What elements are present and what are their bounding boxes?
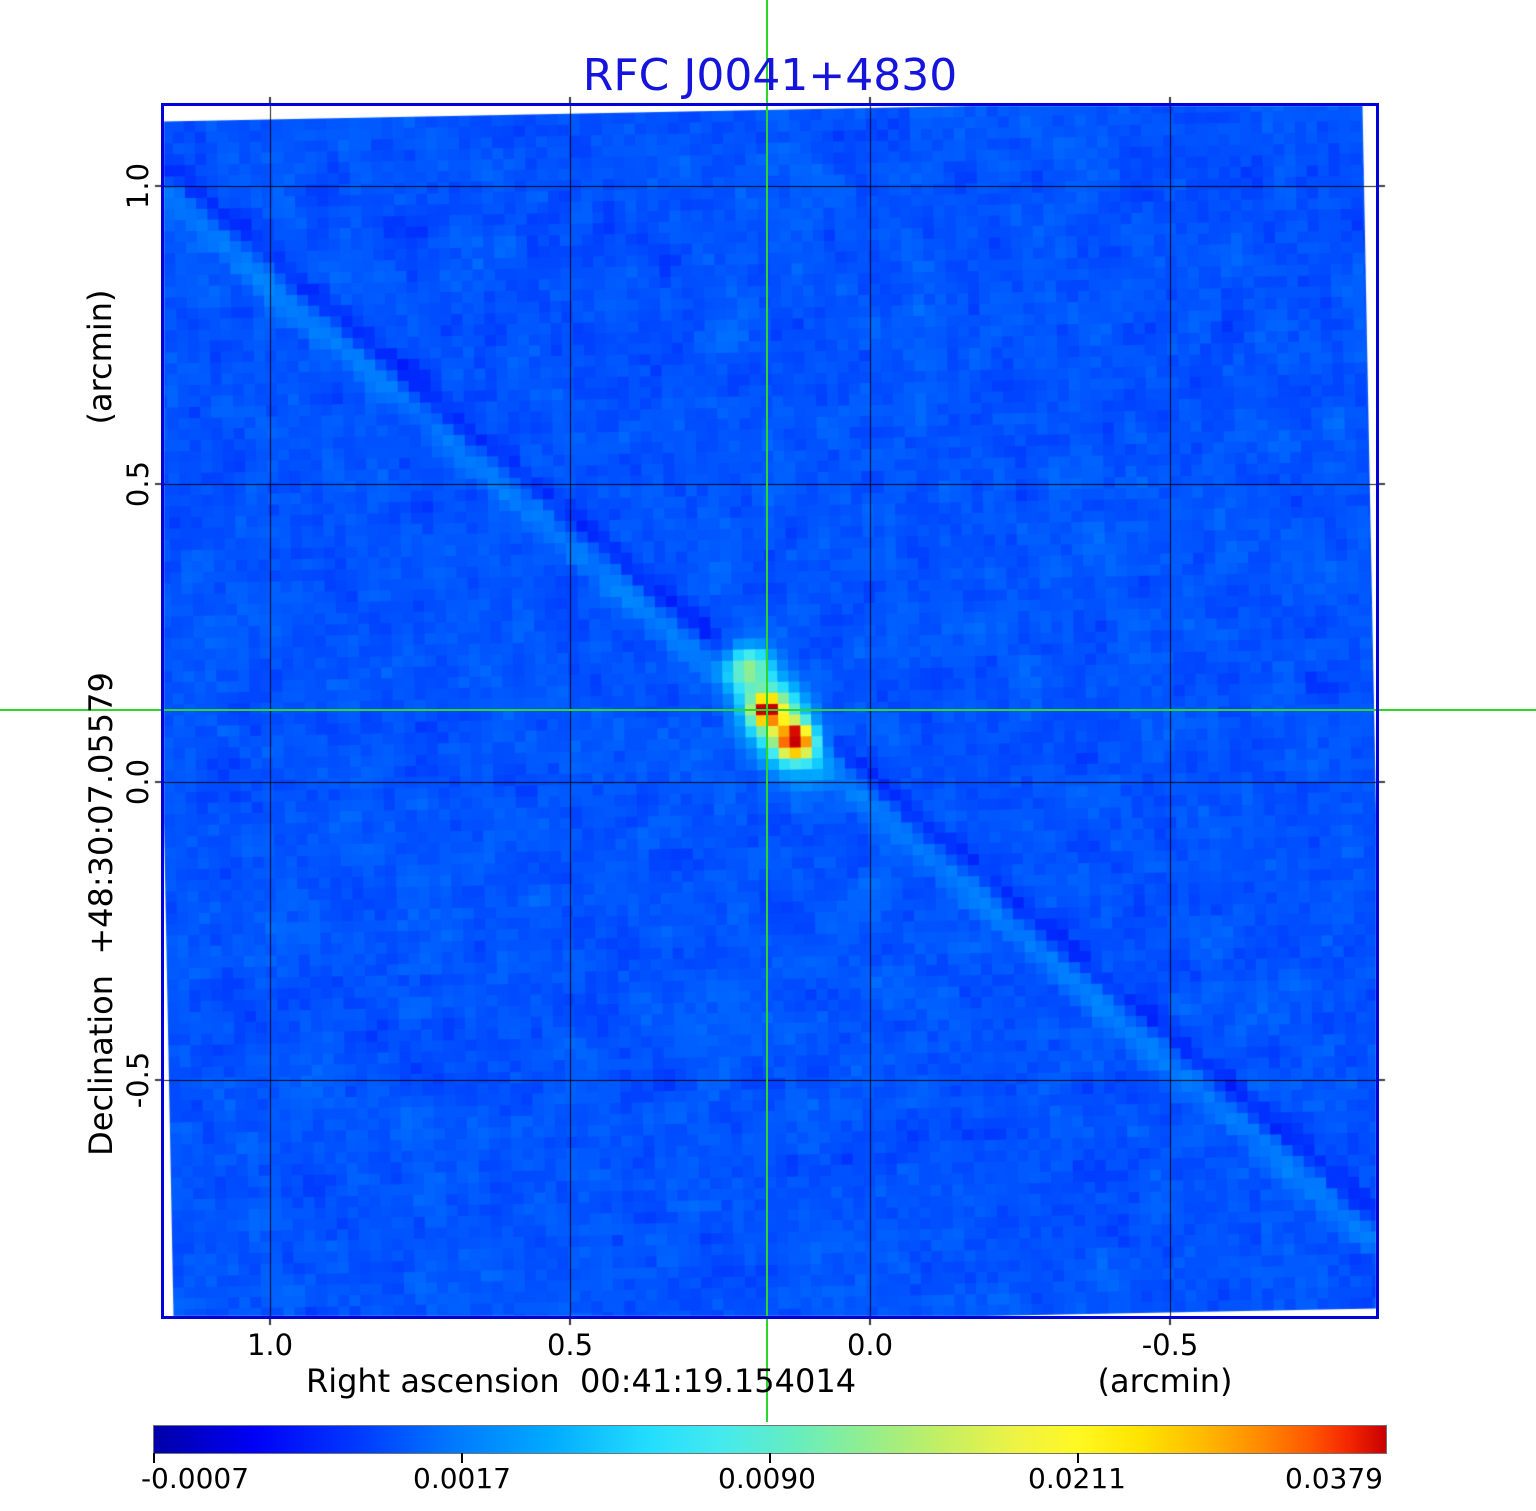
x-tick-label: 1.0 [246, 1328, 294, 1362]
y-tick-label: 1.0 [121, 162, 155, 210]
crosshair-vertical-line [766, 0, 768, 1422]
crosshair-horizontal-line [0, 709, 1536, 711]
y-tick-label: -0.5 [121, 1051, 155, 1109]
colorbar-gradient [154, 1426, 1386, 1453]
figure-title: RFC J0041+4830 [582, 50, 958, 101]
x-tick-label: -0.5 [1141, 1328, 1199, 1362]
x-tick-label: 0.0 [846, 1328, 894, 1362]
colorbar-tick-label: -0.0007 [140, 1462, 250, 1495]
colorbar-tick [769, 1453, 771, 1463]
y-axis-unit-label: (arcmin) [81, 289, 119, 425]
colorbar-tick [461, 1453, 463, 1463]
colorbar-tick [153, 1453, 155, 1463]
colorbar [153, 1425, 1387, 1454]
colorbar-tick-label: 0.0211 [1028, 1462, 1126, 1495]
colorbar-tick-label: 0.0017 [413, 1462, 511, 1495]
colorbar-tick-label: 0.0090 [718, 1462, 816, 1495]
x-axis-title: Right ascension 00:41:19.154014 [305, 1362, 857, 1400]
y-tick-label: 0.5 [121, 460, 155, 508]
colorbar-tick-label: 0.0379 [1285, 1462, 1383, 1495]
y-axis-title: Declination +48:30:07.05579 [82, 672, 120, 1156]
colorbar-tick [1077, 1453, 1079, 1463]
x-tick-label: 0.5 [546, 1328, 594, 1362]
y-tick-label: 0.0 [121, 758, 155, 806]
x-axis-unit-label: (arcmin) [1097, 1362, 1233, 1400]
